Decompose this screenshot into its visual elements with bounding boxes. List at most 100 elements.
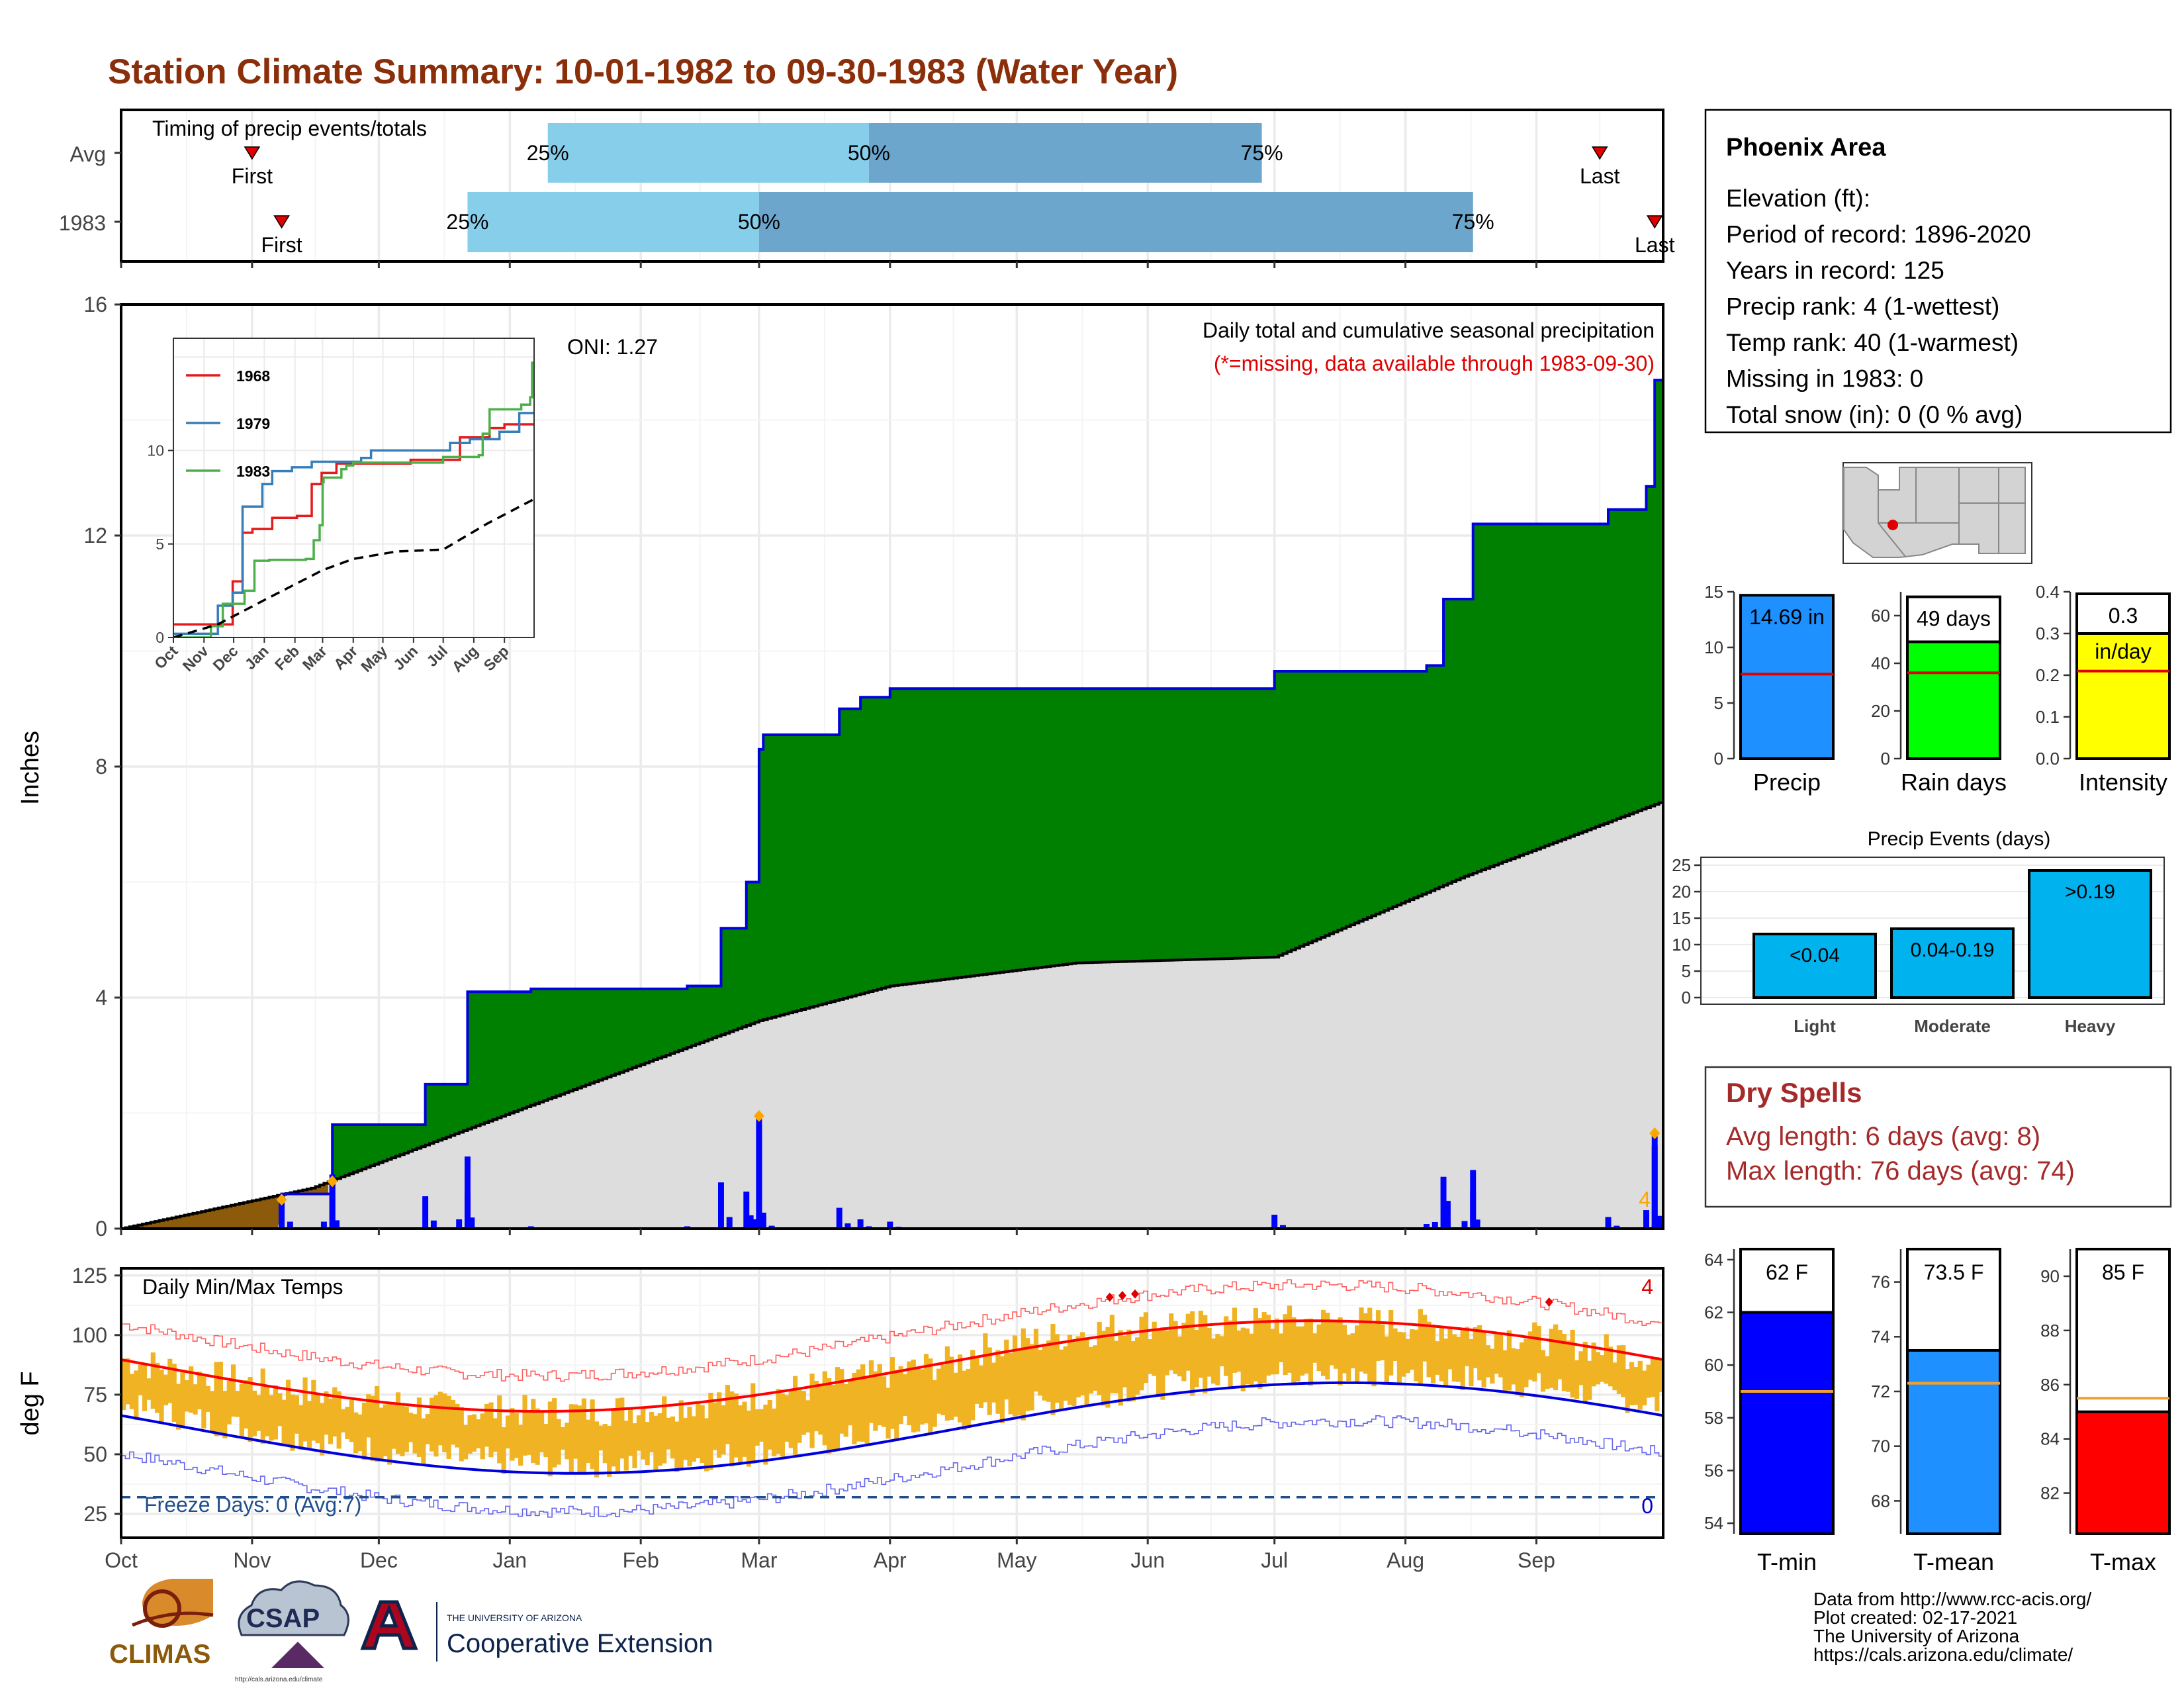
daily-temp-bar [1257,1317,1263,1389]
daily-temp-bar [446,1395,451,1459]
daily-temp-bar [1232,1307,1238,1373]
summary-value-unit: in/day [2095,639,2151,663]
daily-temp-bar [361,1403,367,1460]
temp-summary-value: 85 F [2102,1260,2144,1284]
daily-temp-bar [1350,1333,1355,1369]
daily-temp-bar [1101,1331,1107,1406]
daily-temp-bar [758,1409,764,1442]
daily-temp-bar [898,1366,903,1425]
daily-temp-bar [573,1404,578,1459]
daily-temp-bar [332,1387,338,1437]
summary-name: Precip [1753,769,1821,796]
daily-temp-bar [1203,1315,1208,1393]
daily-temp-bar [159,1370,164,1424]
daily-temp-bar [1591,1342,1596,1387]
daily-temp-bar [1375,1310,1381,1361]
daily-temp-bar [615,1398,621,1473]
daily-temp-bar [455,1403,460,1448]
daily-precip-bar [717,1182,724,1229]
daily-temp-bar [1527,1331,1533,1380]
timing-row-1983-label: 1983 [59,211,106,235]
station-info-line: Years in record: 125 [1726,257,1944,284]
daily-temp-bar [1604,1334,1609,1384]
record-max-count: 4 [1641,1275,1653,1299]
daily-temp-bar [1469,1339,1474,1387]
daily-temp-bar [180,1370,185,1427]
daily-temp-bar [467,1415,473,1454]
daily-temp-bar [556,1419,561,1465]
temp-summary-ytick-label: 56 [1704,1460,1723,1480]
daily-temp-bar [1355,1325,1360,1383]
daily-temp-bar [712,1402,717,1450]
daily-temp-bar [281,1399,287,1446]
average-min-line [121,1381,1663,1475]
daily-temp-bar [1384,1336,1389,1385]
daily-temp-bar [1334,1320,1339,1369]
record-high-marker [1118,1291,1126,1301]
daily-temp-bar [860,1364,866,1442]
daily-temp-bar [991,1362,997,1403]
daily-temp-bar [1029,1344,1034,1411]
daily-temp-bar [324,1391,329,1435]
daily-temp-bar [430,1397,435,1452]
daily-temp-bar [882,1376,887,1427]
timing-first-label: First [232,164,273,188]
daily-temp-bar [949,1356,954,1420]
daily-temp-bar [632,1423,637,1468]
summary-ytick-label: 0 [1714,749,1723,769]
inset-xtick-label: Apr [330,642,361,673]
daily-temp-bar [602,1424,608,1464]
daily-temp-bar [1004,1339,1009,1400]
daily-temp-bar [1447,1328,1453,1370]
daily-precip-bar [464,1156,471,1229]
record-min-count: 0 [1641,1494,1653,1518]
record-precip-marker [327,1175,338,1188]
summary-ytick-label: 20 [1871,701,1890,721]
events-bar [1890,927,2015,999]
daily-temp-bar [594,1421,600,1477]
daily-temp-bar [345,1407,350,1439]
daily-temp-bar [623,1421,629,1471]
inset-xtick-label: Jan [241,642,271,673]
summary-name: Intensity [2079,769,2167,796]
daily-temp-bar [1578,1351,1584,1385]
inset-legend-label: 1983 [236,463,270,480]
daily-temp-bar [269,1395,274,1441]
timing-q25-label: 25% [527,141,569,165]
daily-temp-bar [1338,1317,1343,1385]
month-label: Aug [1387,1548,1424,1572]
daily-temp-bar [827,1378,832,1454]
summary-bar-intensity: 0.0 0.1 0.2 0.3 0.4 0.3 in/day Intensity [2036,582,2171,796]
daily-temp-bar [155,1362,160,1413]
timing-last-marker [1591,146,1608,160]
summary-bar-rain-days: 0 20 40 60 49 days Rain days [1871,592,2007,796]
daily-temp-bar [1287,1305,1293,1373]
summary-bar [1739,594,1835,761]
daily-temp-bar [856,1369,861,1442]
month-label: Feb [623,1548,659,1572]
daily-temp-bar [480,1413,485,1460]
inset-legend-label: 1968 [236,367,270,385]
daily-temp-bar [915,1368,921,1432]
daily-temp-bar [1152,1321,1157,1376]
climas-swirl-icon [143,1589,181,1628]
coop-extension-name: Cooperative Extension [447,1629,713,1658]
daily-temp-bar [919,1369,925,1425]
daily-precip-bar [1470,1191,1477,1229]
events-frame [1700,857,2165,1005]
daily-temp-bar [463,1425,469,1460]
daily-temp-bar [1582,1341,1588,1403]
daily-temp-bar [1409,1329,1415,1370]
daily-temp-bar [1063,1346,1068,1401]
daily-temp-bar [1460,1328,1465,1390]
daily-temp-bar [911,1359,916,1432]
temp-summary-bar [1739,1311,1835,1535]
daily-temp-bar [1245,1328,1250,1385]
daily-temp-bar [1059,1349,1064,1411]
temp-summary-ytick-label: 58 [1704,1408,1723,1428]
daily-temp-bar [505,1415,511,1449]
daily-temp-bar [1346,1335,1351,1381]
daily-temp-bar [1519,1342,1525,1397]
inset-xtick-label: Jul [423,642,451,670]
csap-logo: CSAP http://cals.arizona.edu/climate [235,1580,349,1683]
